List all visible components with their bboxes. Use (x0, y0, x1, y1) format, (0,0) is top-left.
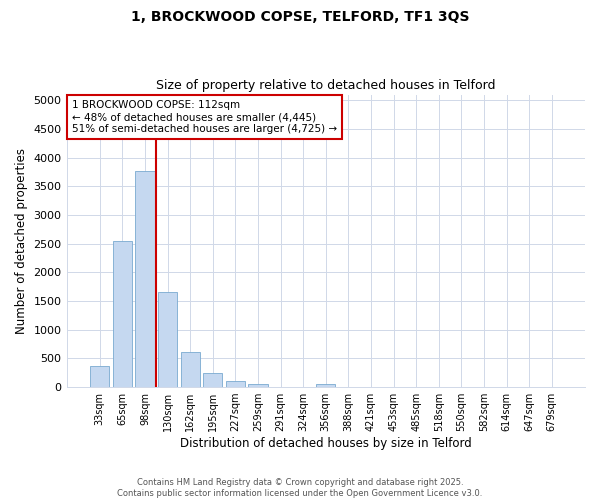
Text: 1 BROCKWOOD COPSE: 112sqm
← 48% of detached houses are smaller (4,445)
51% of se: 1 BROCKWOOD COPSE: 112sqm ← 48% of detac… (72, 100, 337, 134)
Bar (181, 352, 200, 387)
Y-axis label: Number of detached properties: Number of detached properties (15, 148, 28, 334)
Title: Size of property relative to detached houses in Telford: Size of property relative to detached ho… (156, 79, 496, 92)
Bar (203, 373, 223, 387)
Bar (226, 381, 245, 387)
Bar (316, 384, 335, 387)
Bar (90, 366, 109, 387)
Text: Contains HM Land Registry data © Crown copyright and database right 2025.
Contai: Contains HM Land Registry data © Crown c… (118, 478, 482, 498)
Bar (113, 241, 132, 387)
Bar (136, 170, 155, 387)
Bar (158, 292, 177, 387)
X-axis label: Distribution of detached houses by size in Telford: Distribution of detached houses by size … (180, 437, 472, 450)
Bar (248, 384, 268, 387)
Text: 1, BROCKWOOD COPSE, TELFORD, TF1 3QS: 1, BROCKWOOD COPSE, TELFORD, TF1 3QS (131, 10, 469, 24)
